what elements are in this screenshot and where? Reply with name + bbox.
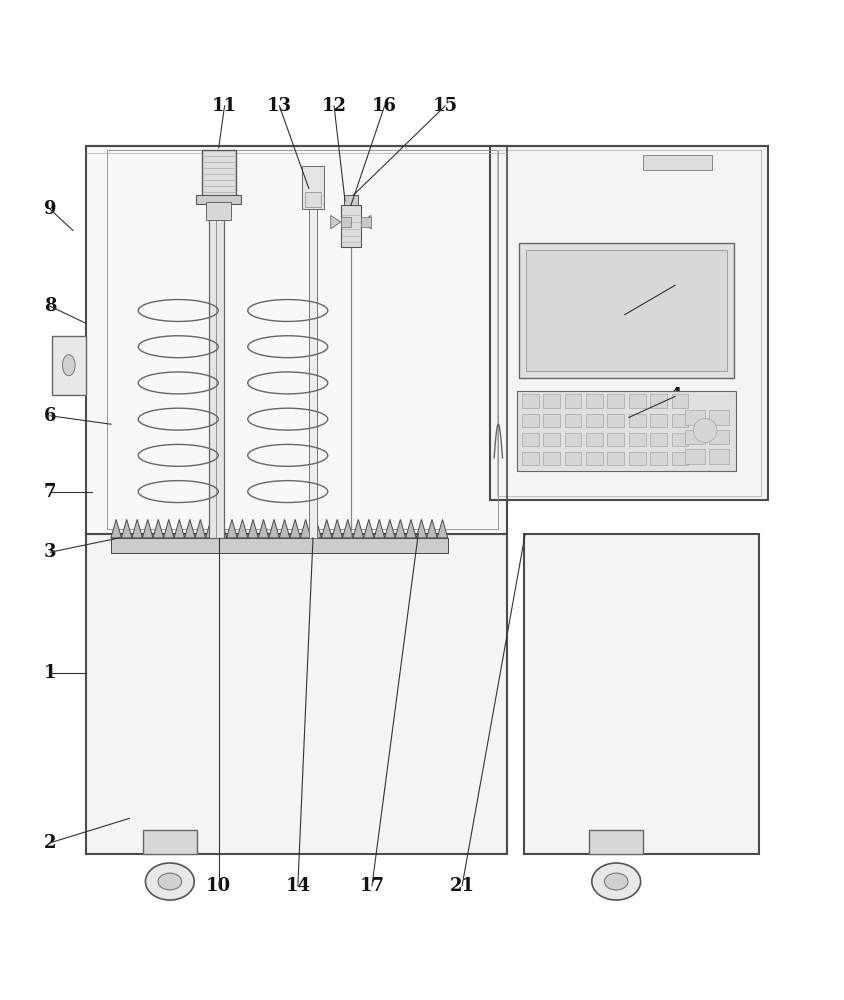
Bar bbox=[543, 394, 560, 408]
Bar bbox=[586, 433, 602, 446]
Bar bbox=[564, 433, 581, 446]
Bar bbox=[208, 180, 224, 538]
Bar bbox=[308, 180, 316, 538]
Text: 8: 8 bbox=[44, 297, 57, 315]
Bar bbox=[564, 414, 581, 427]
Bar bbox=[671, 452, 688, 465]
Polygon shape bbox=[330, 215, 340, 229]
Bar bbox=[708, 410, 728, 425]
Text: 15: 15 bbox=[432, 97, 457, 115]
Bar bbox=[51, 336, 85, 395]
Text: 9: 9 bbox=[44, 200, 57, 218]
Bar bbox=[522, 452, 538, 465]
Bar bbox=[642, 155, 711, 170]
Text: 10: 10 bbox=[206, 877, 231, 895]
Bar bbox=[588, 830, 642, 854]
Polygon shape bbox=[111, 519, 447, 538]
Bar bbox=[684, 449, 704, 464]
Bar bbox=[586, 452, 602, 465]
Text: 6: 6 bbox=[44, 407, 57, 425]
Text: 3: 3 bbox=[44, 543, 57, 561]
Text: 4: 4 bbox=[668, 387, 680, 405]
Ellipse shape bbox=[693, 419, 716, 443]
Bar bbox=[671, 394, 688, 408]
Bar bbox=[490, 146, 767, 500]
Bar bbox=[196, 195, 241, 204]
Bar bbox=[143, 830, 197, 854]
Bar bbox=[360, 217, 371, 227]
Text: 11: 11 bbox=[212, 97, 237, 115]
Bar bbox=[522, 433, 538, 446]
Bar bbox=[85, 146, 506, 534]
Bar bbox=[684, 430, 704, 444]
Bar bbox=[650, 414, 666, 427]
Bar bbox=[684, 410, 704, 425]
Bar bbox=[344, 195, 357, 205]
Bar bbox=[650, 394, 666, 408]
Text: 7: 7 bbox=[44, 483, 57, 501]
Bar bbox=[304, 192, 321, 207]
Bar bbox=[607, 414, 624, 427]
Bar bbox=[708, 449, 728, 464]
Bar bbox=[543, 433, 560, 446]
Bar bbox=[628, 394, 645, 408]
Bar bbox=[526, 250, 727, 371]
Bar bbox=[543, 414, 560, 427]
Ellipse shape bbox=[62, 355, 75, 376]
Bar bbox=[671, 433, 688, 446]
Text: 18: 18 bbox=[662, 276, 687, 294]
Bar bbox=[522, 414, 538, 427]
Bar bbox=[564, 452, 581, 465]
Bar bbox=[519, 243, 733, 378]
Bar bbox=[111, 538, 447, 553]
Bar bbox=[106, 150, 498, 529]
Text: 17: 17 bbox=[359, 877, 384, 895]
Polygon shape bbox=[360, 215, 371, 229]
Text: 2: 2 bbox=[44, 834, 57, 852]
Text: 14: 14 bbox=[285, 877, 310, 895]
Ellipse shape bbox=[158, 873, 181, 890]
Text: 13: 13 bbox=[267, 97, 291, 115]
Bar bbox=[85, 534, 506, 854]
Bar bbox=[496, 150, 760, 496]
Bar bbox=[523, 534, 759, 854]
Bar bbox=[628, 433, 645, 446]
Ellipse shape bbox=[145, 863, 194, 900]
Bar bbox=[607, 394, 624, 408]
Bar bbox=[650, 433, 666, 446]
Bar bbox=[340, 205, 360, 247]
Bar bbox=[206, 202, 231, 220]
Bar bbox=[607, 433, 624, 446]
Ellipse shape bbox=[603, 873, 627, 890]
Bar bbox=[301, 166, 323, 209]
Bar bbox=[586, 394, 602, 408]
Text: 12: 12 bbox=[322, 97, 346, 115]
Text: 16: 16 bbox=[371, 97, 397, 115]
Bar bbox=[708, 430, 728, 444]
Bar bbox=[628, 452, 645, 465]
Bar bbox=[522, 394, 538, 408]
Bar bbox=[564, 394, 581, 408]
Bar bbox=[586, 414, 602, 427]
Bar bbox=[517, 391, 735, 471]
Bar bbox=[607, 452, 624, 465]
Bar bbox=[202, 150, 235, 197]
Bar bbox=[671, 414, 688, 427]
Bar bbox=[340, 217, 350, 227]
Bar bbox=[628, 414, 645, 427]
Text: 21: 21 bbox=[449, 877, 474, 895]
Ellipse shape bbox=[591, 863, 640, 900]
Bar bbox=[650, 452, 666, 465]
Bar bbox=[543, 452, 560, 465]
Text: 1: 1 bbox=[44, 664, 57, 682]
